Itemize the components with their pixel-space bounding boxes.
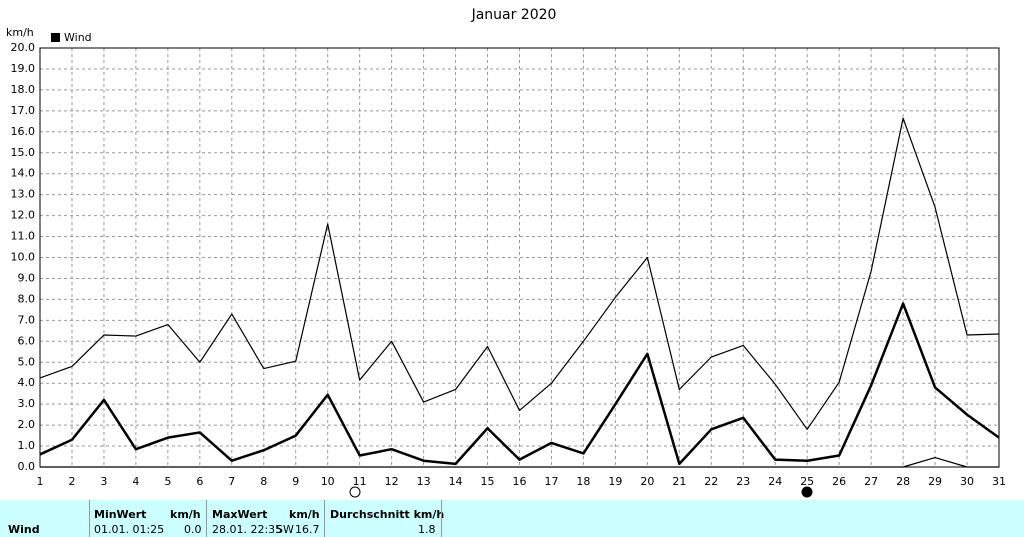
- x-tick-label: 26: [832, 475, 846, 488]
- x-tick-label: 24: [768, 475, 782, 488]
- x-tick-label: 5: [164, 475, 171, 488]
- x-tick-label: 9: [292, 475, 299, 488]
- y-tick-label: 4.0: [18, 376, 36, 389]
- x-tick-label: 29: [928, 475, 942, 488]
- x-tick-label: 4: [132, 475, 139, 488]
- header: Durchschnitt km/h: [330, 508, 445, 521]
- y-tick-label: 18.0: [11, 83, 36, 96]
- x-tick-label: 31: [992, 475, 1006, 488]
- legend-label: Wind: [64, 31, 92, 44]
- y-tick-label: 5.0: [18, 355, 36, 368]
- value: 16.7: [295, 523, 320, 536]
- y-tick-label: 15.0: [11, 146, 36, 159]
- summary-table: Wind MinWert km/h 01.01. 01:25 0.0 MaxWe…: [0, 500, 1024, 537]
- y-tick-label: 0.0: [18, 460, 36, 473]
- x-tick-label: 30: [960, 475, 974, 488]
- moon-full: [349, 486, 361, 498]
- x-tick-label: 18: [576, 475, 590, 488]
- y-tick-label: 14.0: [11, 167, 36, 180]
- x-tick-label: 11: [353, 475, 367, 488]
- direction: SW: [276, 523, 294, 536]
- value: 0.0: [184, 523, 202, 536]
- chart: Januar 2020 km/h Wind 0.0 1.0 2.0 3.0 4.0 5.0…: [6, 7, 1006, 498]
- y-axis-label: km/h: [6, 26, 34, 39]
- separator: [441, 500, 442, 537]
- unit: km/h: [170, 508, 201, 521]
- separator: [89, 500, 90, 537]
- y-tick-label: 17.0: [11, 104, 36, 117]
- x-tick-label: 25: [800, 475, 814, 488]
- x-tick-label: 12: [385, 475, 399, 488]
- x-tick-label: 28: [896, 475, 910, 488]
- y-tick-label: 8.0: [18, 292, 36, 305]
- moon-new: [801, 486, 813, 498]
- x-tick-label: 13: [417, 475, 431, 488]
- x-tick-label: 7: [228, 475, 235, 488]
- x-tick-label: 27: [864, 475, 878, 488]
- x-tick-label: 19: [608, 475, 622, 488]
- y-tick-label: 2.0: [18, 418, 36, 431]
- x-tick-label: 22: [704, 475, 718, 488]
- header: MinWert: [94, 508, 147, 521]
- x-tick-label: 3: [100, 475, 107, 488]
- row-label: Wind: [8, 523, 40, 536]
- x-tick-label: 8: [260, 475, 267, 488]
- x-tick-label: 21: [672, 475, 686, 488]
- date: 01.01. 01:25: [94, 523, 165, 536]
- unit: km/h: [289, 508, 320, 521]
- x-tick-label: 20: [640, 475, 654, 488]
- x-tick-label: 15: [481, 475, 495, 488]
- y-tick-label: 9.0: [18, 271, 36, 284]
- y-tick-label: 13.0: [11, 188, 36, 201]
- date: 28.01. 22:35: [212, 523, 283, 536]
- legend-swatch: [51, 33, 60, 42]
- y-tick-label: 6.0: [18, 334, 36, 347]
- y-tick-label: 11.0: [11, 230, 36, 243]
- x-tick-label: 6: [196, 475, 203, 488]
- x-tick-label: 10: [321, 475, 335, 488]
- separator: [324, 500, 325, 537]
- header: MaxWert: [212, 508, 268, 521]
- series-line: [39, 302, 1000, 466]
- x-tick-label: 16: [513, 475, 527, 488]
- y-tick-label: 19.0: [11, 62, 36, 75]
- y-tick-label: 16.0: [11, 125, 36, 138]
- x-tick-label: 2: [68, 475, 75, 488]
- y-tick-label: 7.0: [18, 313, 36, 326]
- y-tick-label: 10.0: [11, 251, 36, 264]
- y-tick-label: 12.0: [11, 209, 36, 222]
- chart-title: Januar 2020: [471, 7, 557, 23]
- x-tick-label: 17: [544, 475, 558, 488]
- x-tick-label: 1: [37, 475, 44, 488]
- series-line: [40, 456, 999, 468]
- separator: [206, 500, 207, 537]
- x-tick-label: 14: [449, 475, 463, 488]
- y-tick-label: 3.0: [18, 397, 36, 410]
- y-tick-label: 1.0: [18, 439, 36, 452]
- series-line: [39, 117, 1000, 430]
- y-tick-label: 20.0: [11, 41, 36, 54]
- x-tick-label: 23: [736, 475, 750, 488]
- value: 1.8: [418, 523, 436, 536]
